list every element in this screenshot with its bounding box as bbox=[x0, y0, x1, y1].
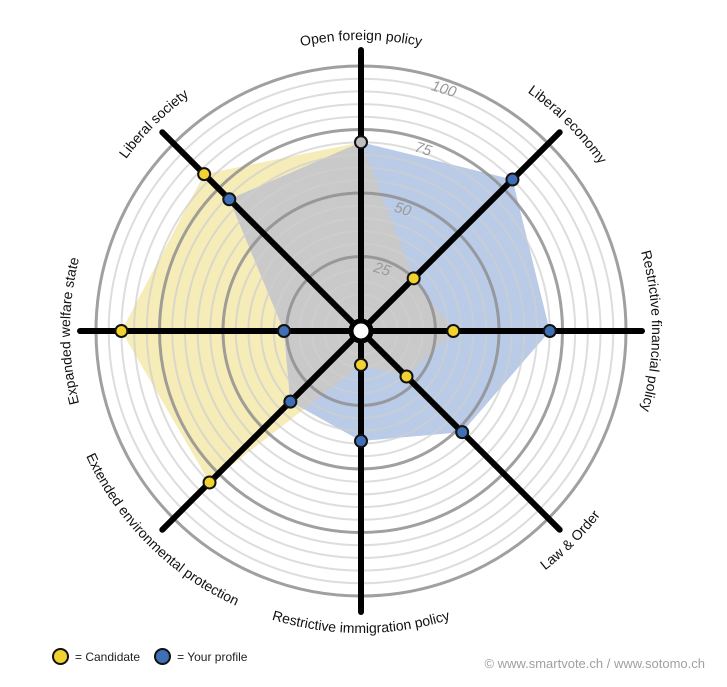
legend-label-profile: = Your profile bbox=[177, 649, 248, 664]
candidate-point bbox=[406, 271, 421, 286]
profile-point bbox=[222, 192, 237, 207]
axis-line bbox=[159, 328, 364, 533]
candidate-swatch-icon bbox=[52, 648, 69, 665]
candidate-point bbox=[354, 357, 368, 372]
profile-point bbox=[276, 324, 291, 338]
axis-line bbox=[358, 129, 563, 334]
legend: = Candidate = Your profile bbox=[52, 648, 261, 665]
candidate-point bbox=[446, 324, 461, 338]
candidate-point bbox=[197, 167, 212, 182]
candidate-point bbox=[202, 475, 217, 490]
profile-point bbox=[505, 172, 520, 187]
copyright-footer: © www.smartvote.ch / www.sotomo.ch bbox=[484, 656, 705, 671]
tick-label-25: 25 bbox=[371, 259, 394, 281]
profile-point bbox=[455, 425, 470, 440]
center-hub bbox=[348, 318, 374, 344]
legend-item-candidate: = Candidate bbox=[52, 648, 140, 665]
tick-labels: 25 50 75 100 bbox=[371, 77, 459, 280]
legend-item-profile: = Your profile bbox=[154, 648, 247, 665]
profile-point bbox=[283, 394, 298, 409]
profile-point bbox=[542, 324, 557, 338]
legend-label-candidate: = Candidate bbox=[75, 649, 141, 664]
axis-label: Open foreign policy bbox=[299, 27, 424, 49]
profile-point bbox=[354, 434, 368, 449]
tick-label-100: 100 bbox=[429, 77, 459, 101]
overlap-point bbox=[354, 135, 368, 150]
axis-line bbox=[159, 129, 364, 334]
tick-label-75: 75 bbox=[413, 139, 435, 160]
candidate-point bbox=[114, 324, 129, 338]
candidate-point bbox=[399, 369, 414, 384]
data-points bbox=[114, 135, 557, 490]
tick-label-50: 50 bbox=[392, 199, 414, 220]
profile-swatch-icon bbox=[154, 648, 172, 665]
